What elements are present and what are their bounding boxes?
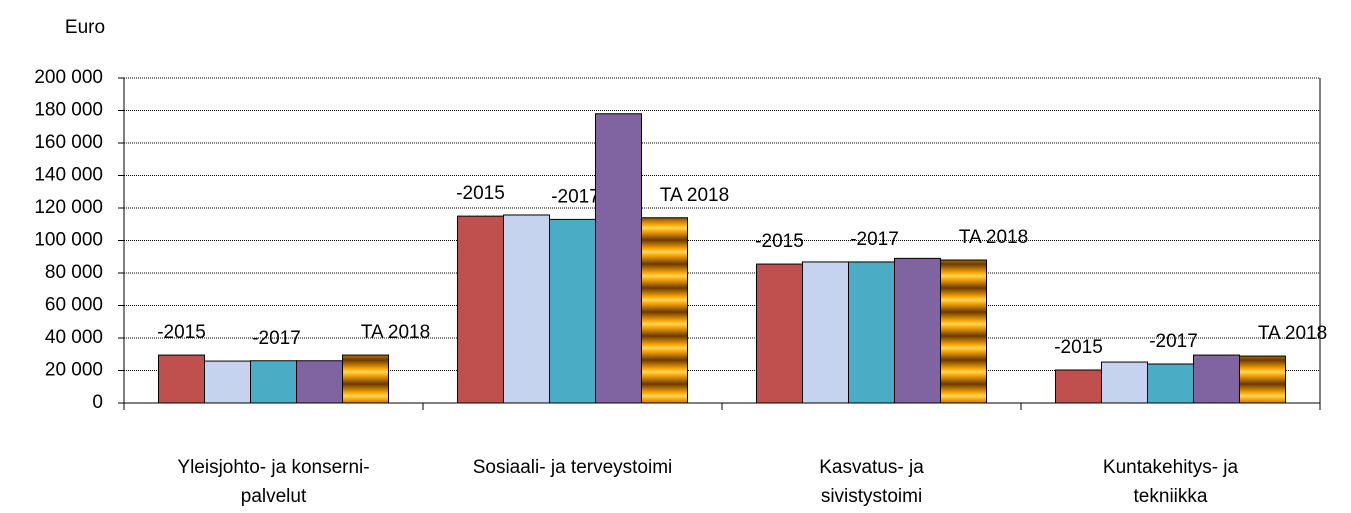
bar [342,354,389,404]
bar [940,259,987,404]
bar [641,217,688,404]
bar [204,360,251,404]
y-tick-label: 0 [92,392,103,413]
bar [1239,355,1286,404]
series-label: TA 2018 [1258,323,1327,344]
series-label: -2017 [1149,331,1198,352]
x-tick-label: Sosiaali- ja terveystoimi [473,457,673,478]
series-label: -2017 [252,328,301,349]
bar [595,113,642,404]
bar [549,218,596,404]
x-tick-label: sivistystoimi [821,486,922,507]
bar [250,360,297,404]
bar [296,360,343,404]
bar [848,261,895,404]
y-axis-label: Euro [65,17,105,38]
bar [1193,354,1240,404]
bar [802,261,849,404]
x-tick-label: Yleisjohto- ja konserni- [177,457,369,478]
y-tick-label: 180 000 [34,100,103,121]
bar [1055,369,1102,404]
series-label: -2017 [551,186,600,207]
x-tick-label: palvelut [241,486,307,507]
bar [503,214,550,404]
y-tick-label: 120 000 [34,197,103,218]
x-tick-label: Kasvatus- ja [819,457,924,478]
y-tick-label: 140 000 [34,165,103,186]
y-tick-label: 60 000 [45,295,103,316]
y-tick-label: 100 000 [34,230,103,251]
series-label: -2015 [755,231,804,252]
series-label: TA 2018 [660,185,729,206]
bar [457,215,504,404]
series-label: -2015 [157,322,206,343]
y-tick-label: 20 000 [45,360,103,381]
y-tick-label: 160 000 [34,132,103,153]
bar [1101,361,1148,404]
y-tick-label: 40 000 [45,327,103,348]
bar [894,257,941,404]
y-tick-label: 200 000 [34,67,103,88]
series-label: TA 2018 [361,322,430,343]
bar [1147,363,1194,404]
series-label: TA 2018 [959,227,1028,248]
bar [158,354,205,404]
series-label: -2015 [456,183,505,204]
bar [756,263,803,404]
x-tick-label: Kuntakehitys- ja [1103,457,1239,478]
x-tick-label: tekniikka [1134,486,1208,507]
y-tick-label: 80 000 [45,262,103,283]
series-label: -2015 [1054,337,1103,358]
series-label: -2017 [850,229,899,250]
